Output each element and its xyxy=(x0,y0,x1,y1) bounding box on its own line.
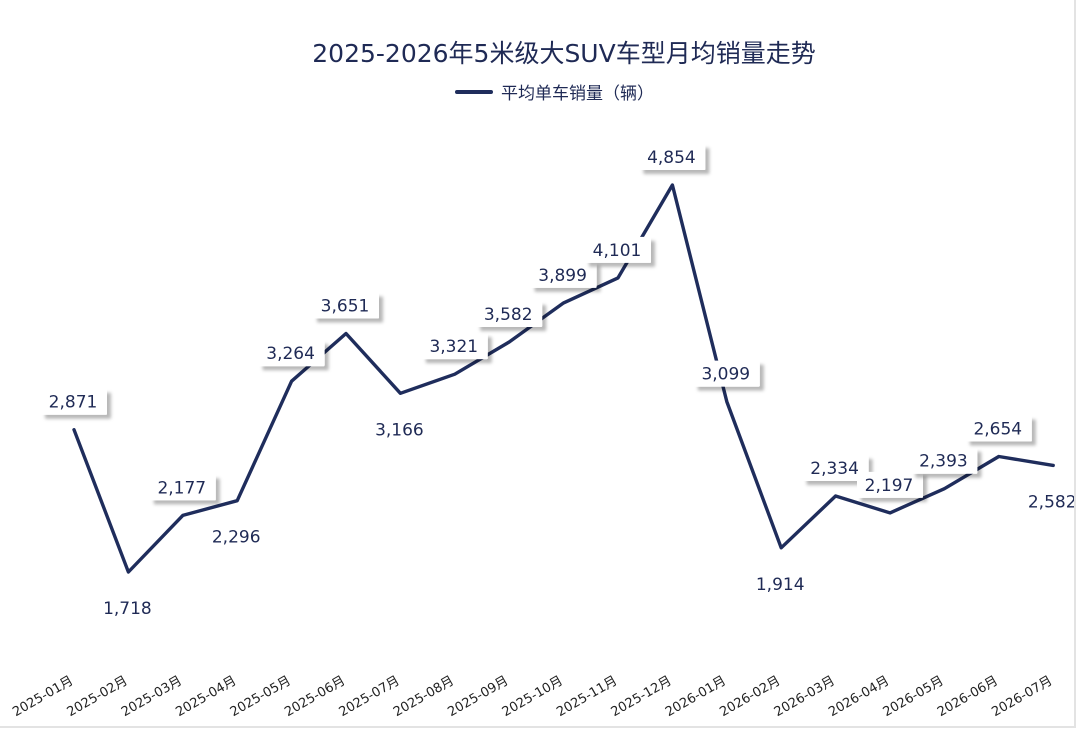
data-label: 3,166 xyxy=(375,420,424,440)
x-tick-label: 2025-05月 xyxy=(228,673,294,720)
x-tick-label: 2025-03月 xyxy=(119,673,185,720)
data-label-text: 3,899 xyxy=(538,266,587,286)
chart-title: 2025-2026年5米级大SUV车型月均销量走势 xyxy=(312,39,816,68)
data-label-text: 3,321 xyxy=(429,337,478,357)
data-label-text: 3,099 xyxy=(701,365,750,385)
data-label-box xyxy=(476,300,543,327)
data-label-text: 2,197 xyxy=(865,476,914,496)
series-line xyxy=(72,183,1055,574)
data-label-box xyxy=(585,236,651,263)
x-tick-label: 2026-02月 xyxy=(717,673,783,720)
data-label-text: 1,718 xyxy=(103,599,152,619)
data-label-box xyxy=(313,292,379,319)
x-tick-label: 2025-10月 xyxy=(500,673,566,720)
data-label-text: 2,296 xyxy=(212,528,261,548)
data-label-box xyxy=(421,333,488,360)
legend-line-swatch xyxy=(455,89,493,94)
data-label-text: 3,264 xyxy=(266,344,315,364)
data-label-box xyxy=(530,261,597,288)
data-label-box xyxy=(258,340,325,367)
data-label-text: 2,177 xyxy=(157,478,206,498)
data-label: 2,177 xyxy=(149,474,216,501)
data-label-box xyxy=(857,471,923,498)
data-label-text: 2,393 xyxy=(919,452,968,472)
data-label-box xyxy=(693,360,760,387)
data-label: 1,718 xyxy=(103,599,152,619)
x-tick-label: 2025-12月 xyxy=(609,673,675,720)
data-label: 2,393 xyxy=(911,447,978,474)
x-tick-label: 2025-09月 xyxy=(445,673,511,720)
data-label-text: 1,914 xyxy=(756,575,805,595)
data-label-text: 2,334 xyxy=(810,459,859,479)
data-label-text: 2,871 xyxy=(49,393,98,413)
data-label: 3,321 xyxy=(421,333,488,360)
data-label: 2,334 xyxy=(802,454,869,481)
data-label: 3,264 xyxy=(258,340,325,367)
x-tick-label: 2025-08月 xyxy=(391,673,457,720)
x-tick-label: 2026-04月 xyxy=(826,673,892,720)
data-label: 4,101 xyxy=(585,236,651,263)
data-label: 2,582 xyxy=(1028,492,1074,512)
data-label-text: 3,582 xyxy=(484,305,533,325)
data-label: 2,871 xyxy=(41,388,107,415)
data-label-text: 2,654 xyxy=(973,419,1022,439)
x-tick-label: 2025-01月 xyxy=(10,673,76,720)
data-label: 2,654 xyxy=(965,415,1032,442)
legend-label: 平均单车销量（辆） xyxy=(501,84,654,104)
data-label-box xyxy=(149,474,216,501)
data-label-box xyxy=(911,447,978,474)
data-label: 3,899 xyxy=(530,261,597,288)
x-tick-label: 2026-07月 xyxy=(989,673,1055,720)
x-tick-label: 2025-04月 xyxy=(173,673,239,720)
x-tick-label: 2025-06月 xyxy=(282,673,348,720)
x-tick-label: 2025-11月 xyxy=(554,673,620,720)
data-label: 1,914 xyxy=(756,575,805,595)
x-tick-label: 2026-03月 xyxy=(772,673,838,720)
data-label-text: 3,651 xyxy=(321,296,370,316)
data-label: 3,099 xyxy=(693,360,760,387)
data-label-text: 4,101 xyxy=(593,241,642,261)
data-label-text: 3,166 xyxy=(375,420,424,440)
data-label: 3,582 xyxy=(476,300,543,327)
data-label: 2,296 xyxy=(212,528,261,548)
data-label-box xyxy=(802,454,869,481)
data-label-box xyxy=(965,415,1032,442)
data-label: 4,854 xyxy=(639,144,706,170)
data-label-text: 2,582 xyxy=(1028,492,1074,512)
data-label: 2,197 xyxy=(857,471,923,498)
data-label-text: 4,854 xyxy=(647,148,696,168)
x-tick-label: 2026-05月 xyxy=(881,673,947,720)
x-tick-label: 2025-07月 xyxy=(337,673,403,720)
data-label: 3,651 xyxy=(313,292,379,319)
x-tick-label: 2026-06月 xyxy=(935,673,1001,720)
x-tick-label: 2026-01月 xyxy=(663,673,729,720)
data-label-box xyxy=(639,144,706,170)
legend: 平均单车销量（辆） xyxy=(455,79,654,104)
data-label-box xyxy=(41,388,107,415)
x-tick-label: 2025-02月 xyxy=(65,673,131,720)
